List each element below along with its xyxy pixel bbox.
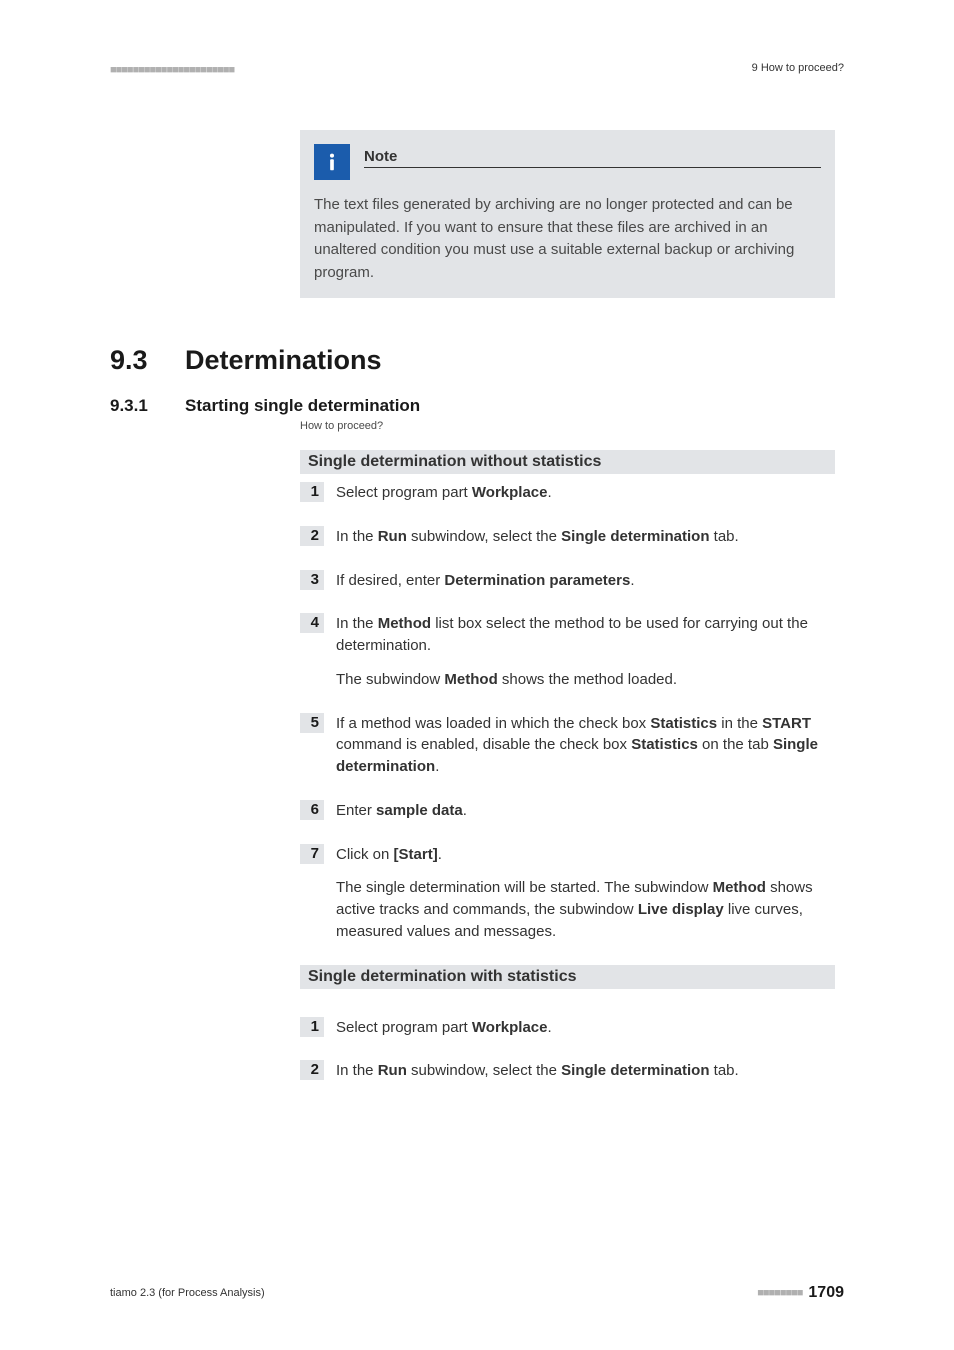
section-number: 9.3	[110, 345, 185, 376]
procedure2-heading: Single determination with statistics	[300, 965, 835, 989]
step-number: 2	[300, 1060, 324, 1080]
subsection-title: Starting single determination	[185, 396, 420, 415]
subsection-number: 9.3.1	[110, 396, 185, 416]
footer-right: ■■■■■■■■ 1709	[757, 1284, 844, 1302]
step-number: 7	[300, 844, 324, 864]
step-number: 6	[300, 800, 324, 820]
step-result: The single determination will be started…	[300, 877, 835, 942]
step-number: 5	[300, 713, 324, 733]
procedure-step: 1 Select program part Workplace.	[300, 1017, 835, 1039]
procedure-step: 7 Click on [Start].	[300, 844, 835, 866]
step-result: The subwindow Method shows the method lo…	[300, 669, 835, 691]
procedure-step: 2 In the Run subwindow, select the Singl…	[300, 526, 835, 548]
procedure-step: 2 In the Run subwindow, select the Singl…	[300, 1060, 835, 1082]
note-content-area: Note The text files generated by archivi…	[300, 130, 835, 346]
page-footer: tiamo 2.3 (for Process Analysis) ■■■■■■■…	[110, 1284, 844, 1302]
step-text: If desired, enter Determination paramete…	[324, 570, 835, 592]
procedure-step: 6 Enter sample data.	[300, 800, 835, 822]
procedure-step: 3 If desired, enter Determination parame…	[300, 570, 835, 592]
header-left-decoration: ■■■■■■■■■■■■■■■■■■■■■■	[110, 60, 234, 78]
section-heading: 9.3Determinations	[110, 345, 382, 376]
procedure-step: 4 In the Method list box select the meth…	[300, 613, 835, 657]
note-body: The text files generated by archiving ar…	[314, 194, 821, 284]
note-title: Note	[364, 148, 821, 168]
step-number: 2	[300, 526, 324, 546]
step-text: Enter sample data.	[324, 800, 835, 822]
step-number: 1	[300, 1017, 324, 1037]
step-text: Select program part Workplace.	[324, 1017, 835, 1039]
step-text: Click on [Start].	[324, 844, 835, 866]
note-callout: Note The text files generated by archivi…	[300, 130, 835, 298]
info-icon	[314, 144, 350, 180]
step-text: In the Method list box select the method…	[324, 613, 835, 657]
note-header: Note	[314, 144, 821, 180]
procedure1-heading: Single determination without statistics	[300, 450, 835, 474]
step-text: Select program part Workplace.	[324, 482, 835, 504]
step-number: 3	[300, 570, 324, 590]
step-number: 4	[300, 613, 324, 633]
header-dashes: ■■■■■■■■■■■■■■■■■■■■■■	[110, 64, 234, 76]
howto-subtitle: How to proceed?	[300, 420, 383, 432]
procedure-step: 1 Select program part Workplace.	[300, 482, 835, 504]
step-text: In the Run subwindow, select the Single …	[324, 526, 835, 548]
subsection-heading: 9.3.1Starting single determination	[110, 396, 420, 416]
footer-dashes: ■■■■■■■■	[757, 1287, 802, 1299]
step-text: In the Run subwindow, select the Single …	[324, 1060, 835, 1082]
page-number: 1709	[808, 1284, 844, 1302]
procedures-area: Single determination without statistics …	[300, 450, 835, 1104]
procedure-step: 5 If a method was loaded in which the ch…	[300, 713, 835, 778]
step-number: 1	[300, 482, 324, 502]
header-chapter-title: 9 How to proceed?	[752, 62, 844, 74]
step-text: If a method was loaded in which the chec…	[324, 713, 835, 778]
footer-product-name: tiamo 2.3 (for Process Analysis)	[110, 1287, 265, 1299]
section-title: Determinations	[185, 345, 382, 375]
